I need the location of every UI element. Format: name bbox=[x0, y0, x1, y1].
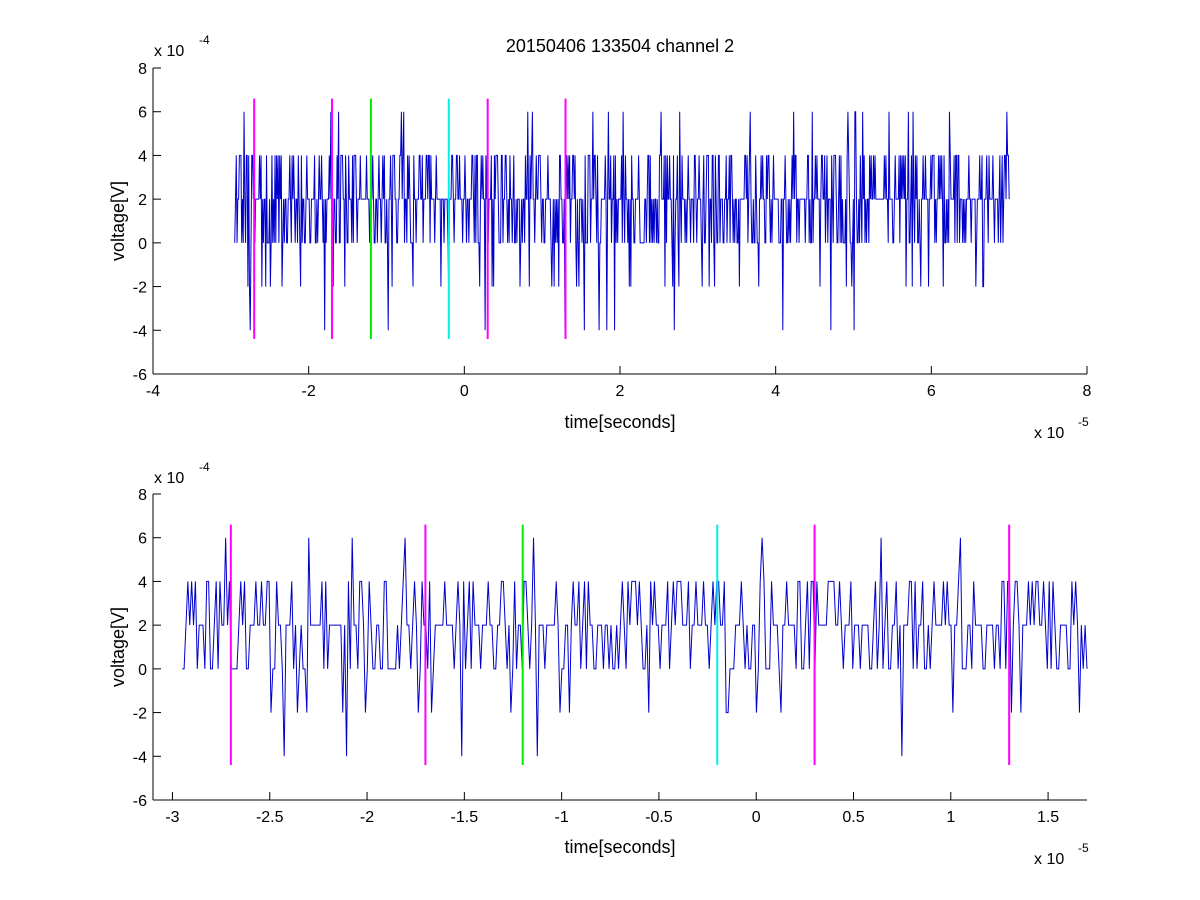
x-tick-label: -2 bbox=[360, 809, 374, 826]
y-multiplier-label: x 10 bbox=[154, 43, 184, 60]
y-multiplier: x 10 -4 bbox=[154, 33, 210, 60]
x-multiplier-exponent: -5 bbox=[1078, 415, 1089, 429]
signal-series bbox=[182, 537, 1088, 757]
bottom-chart: x 10 -4 x 10 -5 time[seconds] voltage[V]… bbox=[108, 460, 1089, 868]
y-multiplier: x 10 -4 bbox=[154, 460, 210, 487]
y-tick-label: -6 bbox=[133, 793, 147, 810]
y-tick-label: 2 bbox=[138, 618, 147, 635]
y-tick-label: -2 bbox=[133, 280, 147, 297]
x-tick-label: -1.5 bbox=[451, 809, 479, 826]
x-tick-label: 1.5 bbox=[1037, 809, 1059, 826]
x-tick-label: -1 bbox=[555, 809, 569, 826]
y-multiplier-label: x 10 bbox=[154, 470, 184, 487]
x-tick-label: 8 bbox=[1083, 383, 1092, 400]
y-tick-label: -4 bbox=[133, 323, 147, 340]
plot-area: -3 -2.5 -2 -1.5 -1 -0.5 0 0.5 1 1.5 -6 -4 -2 0 2 4 6 8 bbox=[133, 487, 1088, 826]
y-tick-label: 4 bbox=[138, 148, 147, 165]
y-tick-label: -6 bbox=[133, 367, 147, 384]
x-tick-label: 0.5 bbox=[842, 809, 864, 826]
y-tick-label: 8 bbox=[138, 61, 147, 78]
x-multiplier: x 10 -5 bbox=[1034, 841, 1089, 868]
x-tick-label: 2 bbox=[616, 383, 625, 400]
x-multiplier-label: x 10 bbox=[1034, 425, 1064, 442]
x-tick-label: -0.5 bbox=[645, 809, 673, 826]
y-tick-label: 6 bbox=[138, 531, 147, 548]
chart-title: 20150406 133504 channel 2 bbox=[506, 36, 734, 56]
x-tick-label: -3 bbox=[165, 809, 179, 826]
x-multiplier: x 10 -5 bbox=[1034, 415, 1089, 442]
y-tick-label: 2 bbox=[138, 192, 147, 209]
y-multiplier-exponent: -4 bbox=[199, 460, 210, 474]
y-tick-label: -4 bbox=[133, 749, 147, 766]
signal-series bbox=[234, 111, 1010, 331]
x-tick-label: -2 bbox=[302, 383, 316, 400]
y-multiplier-exponent: -4 bbox=[199, 33, 210, 47]
y-tick-label: 0 bbox=[138, 236, 147, 253]
y-tick-label: 0 bbox=[138, 662, 147, 679]
x-axis-label: time[seconds] bbox=[564, 412, 675, 432]
x-axis-label: time[seconds] bbox=[564, 837, 675, 857]
y-tick-label: -2 bbox=[133, 706, 147, 723]
y-axis-label: voltage[V] bbox=[108, 607, 128, 687]
y-tick-label: 8 bbox=[138, 487, 147, 504]
x-tick-label: 4 bbox=[771, 383, 780, 400]
x-tick-label: 0 bbox=[460, 383, 469, 400]
x-multiplier-label: x 10 bbox=[1034, 851, 1064, 868]
y-axis-label: voltage[V] bbox=[108, 181, 128, 261]
x-tick-label: 1 bbox=[946, 809, 955, 826]
y-tick-label: 6 bbox=[138, 105, 147, 122]
x-tick-label: 0 bbox=[752, 809, 761, 826]
y-tick-label: 4 bbox=[138, 574, 147, 591]
x-tick-label: -2.5 bbox=[256, 809, 284, 826]
x-tick-label: -4 bbox=[146, 383, 160, 400]
top-chart: 20150406 133504 channel 2 x 10 -4 x 10 -… bbox=[108, 33, 1092, 442]
x-multiplier-exponent: -5 bbox=[1078, 841, 1089, 855]
x-tick-label: 6 bbox=[927, 383, 936, 400]
